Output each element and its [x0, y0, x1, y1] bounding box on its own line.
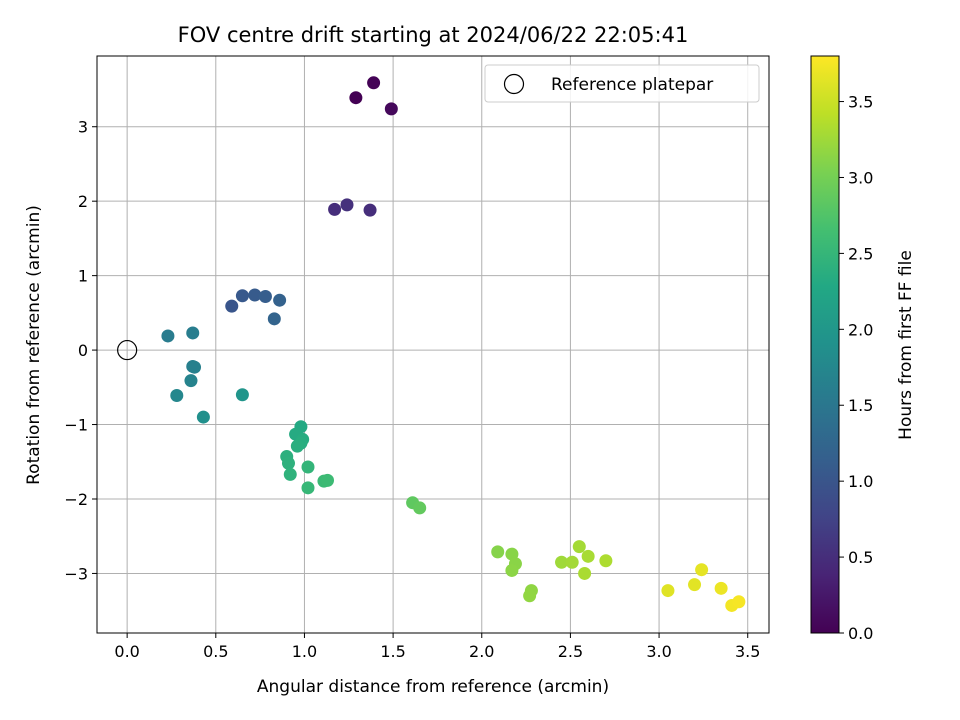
- data-point: [661, 584, 675, 598]
- data-point: [599, 554, 613, 568]
- colorbar-label: Hours from first FF file: [896, 250, 916, 440]
- data-point: [321, 473, 335, 487]
- data-point: [413, 501, 427, 515]
- data-point: [301, 460, 315, 474]
- y-tick-label: −1: [64, 416, 88, 435]
- x-tick-label: 2.0: [469, 642, 494, 661]
- data-point: [505, 563, 519, 577]
- colorbar: [810, 55, 840, 634]
- grid-lines: [97, 56, 769, 633]
- reference-marker: [117, 339, 138, 361]
- legend: Reference platepar: [484, 64, 760, 103]
- data-point: [572, 540, 586, 554]
- y-tick-label: −3: [64, 564, 88, 583]
- data-point: [301, 481, 315, 495]
- data-point: [273, 293, 287, 307]
- data-point: [523, 589, 537, 603]
- data-point: [184, 374, 198, 388]
- colorbar-tick-label: 0.5: [848, 548, 873, 567]
- data-point: [349, 91, 363, 105]
- data-point: [267, 312, 281, 326]
- data-point: [225, 299, 239, 313]
- x-tick-label: 1.5: [380, 642, 405, 661]
- data-point: [188, 360, 202, 374]
- y-tick-label: 3: [78, 118, 88, 137]
- data-point: [161, 329, 175, 343]
- colorbar-ticks: 0.0 0.5 1.0 1.5 2.0 2.5 3.0 3.5: [839, 93, 873, 643]
- data-point: [170, 388, 184, 402]
- data-point: [340, 198, 354, 212]
- data-point: [732, 595, 746, 609]
- data-point: [555, 555, 569, 569]
- data-point: [714, 581, 728, 595]
- y-tick-label: 0: [78, 341, 88, 360]
- x-tick-label: 0.0: [114, 642, 139, 661]
- chart-title: FOV centre drift starting at 2024/06/22 …: [178, 23, 689, 47]
- data-points: [117, 76, 746, 612]
- y-tick-label: 2: [78, 192, 88, 211]
- x-axis-ticks: 0.0 0.5 1.0 1.5 2.0 2.5 3.0 3.5: [114, 633, 760, 661]
- data-point: [290, 439, 304, 453]
- colorbar-tick-label: 0.0: [848, 624, 873, 643]
- data-point: [328, 202, 342, 216]
- colorbar-tick-label: 2.0: [848, 320, 873, 339]
- data-point: [578, 566, 592, 580]
- y-axis-ticks: −3 −2 −1 0 1 2 3: [64, 118, 97, 583]
- colorbar-tick-label: 1.5: [848, 396, 873, 415]
- data-point: [283, 467, 297, 481]
- data-point: [196, 410, 210, 424]
- y-axis-label: Rotation from reference (arcmin): [24, 205, 44, 485]
- legend-label: Reference platepar: [551, 75, 713, 95]
- data-point: [235, 388, 249, 402]
- legend-reference-marker: [503, 73, 525, 95]
- x-tick-label: 3.5: [735, 642, 760, 661]
- data-point: [248, 288, 262, 302]
- plot-frame: [96, 55, 770, 634]
- x-tick-label: 0.5: [203, 642, 228, 661]
- colorbar-tick-label: 2.5: [848, 244, 873, 263]
- data-point: [565, 555, 579, 569]
- y-tick-label: −2: [64, 490, 88, 509]
- data-point: [384, 102, 398, 116]
- data-point: [688, 578, 702, 592]
- x-tick-label: 2.5: [558, 642, 583, 661]
- data-point: [363, 203, 377, 217]
- data-point: [367, 76, 381, 90]
- data-point: [491, 545, 505, 559]
- legend-box: [484, 64, 760, 103]
- data-point: [258, 289, 272, 303]
- y-tick-label: 1: [78, 267, 88, 286]
- colorbar-tick-label: 3.5: [848, 93, 873, 112]
- data-point: [581, 549, 595, 563]
- colorbar-tick-label: 1.0: [848, 472, 873, 491]
- x-axis-label: Angular distance from reference (arcmin): [257, 677, 609, 697]
- data-point: [695, 563, 709, 577]
- data-point: [235, 289, 249, 303]
- colorbar-tick-label: 3.0: [848, 168, 873, 187]
- x-tick-label: 3.0: [646, 642, 671, 661]
- data-point: [281, 456, 295, 470]
- x-tick-label: 1.0: [292, 642, 317, 661]
- data-point: [186, 326, 200, 340]
